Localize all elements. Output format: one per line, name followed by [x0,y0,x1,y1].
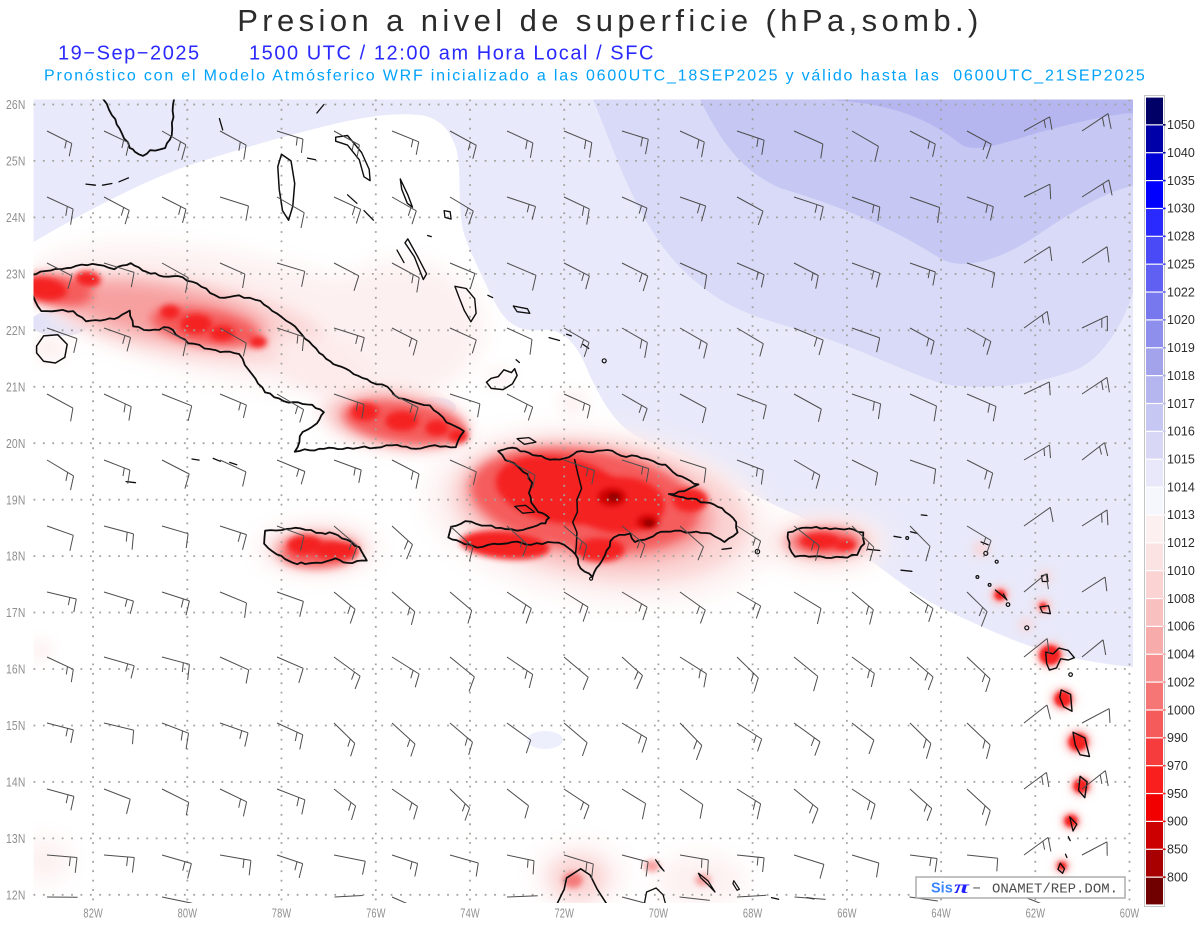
svg-text:62W: 62W [1026,906,1046,921]
svg-text:19−Sep−2025: 19−Sep−2025 [58,43,201,65]
svg-text:80W: 80W [178,906,198,921]
svg-text:72W: 72W [555,906,575,921]
svg-text:24N: 24N [6,210,26,225]
svg-text:1015: 1015 [1167,453,1195,467]
svg-text:1014: 1014 [1167,480,1195,494]
svg-text:900: 900 [1167,815,1188,829]
svg-text:1025: 1025 [1167,258,1195,272]
svg-text:950: 950 [1167,787,1188,801]
svg-text:Presion a nivel de superficie: Presion a nivel de superficie (hPa,somb.… [237,3,983,38]
svg-text:1022: 1022 [1167,285,1195,299]
svg-text:1004: 1004 [1167,648,1195,662]
svg-text:1018: 1018 [1167,369,1195,383]
svg-text:−: − [973,880,981,896]
svg-text:1012: 1012 [1167,536,1195,550]
svg-text:78W: 78W [272,906,292,921]
svg-text:82W: 82W [83,906,103,921]
svg-text:64W: 64W [931,906,951,921]
svg-text:1040: 1040 [1167,146,1195,160]
svg-text:66W: 66W [837,906,857,921]
svg-text:1030: 1030 [1167,202,1195,216]
svg-text:1035: 1035 [1167,174,1195,188]
svg-text:15N: 15N [6,718,26,733]
svg-text:23N: 23N [6,267,26,282]
svg-text:26N: 26N [6,97,26,112]
svg-text:22N: 22N [6,323,26,338]
svg-text:16N: 16N [6,662,26,677]
svg-text:21N: 21N [6,379,26,394]
svg-text:18N: 18N [6,549,26,564]
svg-text:20N: 20N [6,436,26,451]
svg-text:12N: 12N [6,887,26,902]
svg-text:19N: 19N [6,492,26,507]
svg-text:1050: 1050 [1167,118,1195,132]
svg-text:1013: 1013 [1167,508,1195,522]
svg-text:14N: 14N [6,775,26,790]
svg-text:1019: 1019 [1167,341,1195,355]
svg-text:1002: 1002 [1167,675,1195,689]
svg-text:1006: 1006 [1167,620,1195,634]
svg-text:60W: 60W [1120,906,1140,921]
svg-text:Sis: Sis [931,881,953,897]
svg-text:850: 850 [1167,843,1188,857]
svg-text:68W: 68W [743,906,763,921]
svg-text:1500 UTC / 12:00 am Hora Local: 1500 UTC / 12:00 am Hora Local / SFC [249,43,655,65]
svg-text:1016: 1016 [1167,425,1195,439]
svg-text:1010: 1010 [1167,564,1195,578]
svg-text:ONAMET/REP.DOM.: ONAMET/REP.DOM. [992,882,1118,898]
svg-text:800: 800 [1167,870,1188,884]
svg-text:1020: 1020 [1167,313,1195,327]
svg-text:1000: 1000 [1167,703,1195,717]
svg-text:Pronóstico con el Modelo Atmós: Pronóstico con el Modelo Atmósferico WRF… [44,68,1147,85]
svg-text:25N: 25N [6,154,26,169]
svg-text:13N: 13N [6,831,26,846]
svg-text:970: 970 [1167,759,1188,773]
svg-text:1028: 1028 [1167,230,1195,244]
svg-text:1008: 1008 [1167,592,1195,606]
svg-text:π: π [954,877,971,897]
svg-text:76W: 76W [366,906,386,921]
svg-text:990: 990 [1167,731,1188,745]
svg-text:17N: 17N [6,605,26,620]
svg-text:70W: 70W [649,906,669,921]
svg-text:1017: 1017 [1167,397,1195,411]
svg-text:74W: 74W [460,906,480,921]
